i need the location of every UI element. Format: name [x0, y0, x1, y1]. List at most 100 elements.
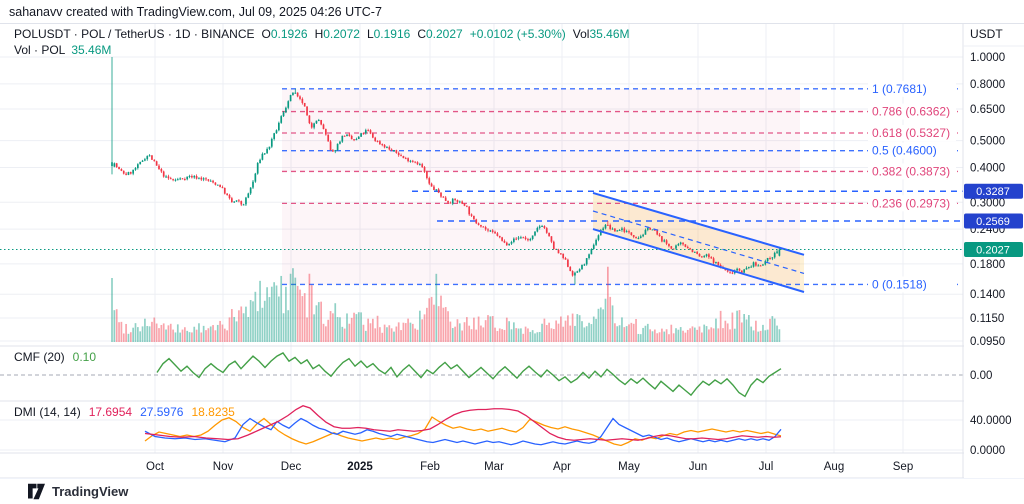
volume-bar [292, 268, 294, 342]
volume-bar [273, 282, 275, 342]
volume-bar [169, 323, 172, 342]
parallel-channel-lines[interactable] [592, 192, 805, 293]
volume-bar [308, 273, 311, 342]
price-tick-label: 0.3000 [970, 197, 1005, 209]
volume-bar [691, 326, 694, 342]
volume-bar [771, 316, 774, 342]
dmi-legend[interactable]: DMI (14, 14) 17.6954 27.5976 18.8235 [14, 406, 235, 419]
cmf-line[interactable] [156, 352, 782, 398]
volume-bar [400, 330, 402, 342]
volume-bar [726, 323, 729, 342]
volume-bar [325, 326, 327, 342]
volume-bar [289, 273, 292, 342]
volume-bar [571, 313, 574, 342]
volume-bar [552, 328, 555, 342]
fib-retracement-bands[interactable] [282, 88, 800, 285]
volume-bar [397, 322, 400, 342]
volume-bar [555, 320, 557, 342]
volume-bar [440, 295, 442, 342]
volume-bar [226, 330, 228, 342]
tradingview-logo-icon[interactable] [27, 483, 46, 500]
volume-study-value: 35.46M [71, 43, 112, 57]
cmf-pane[interactable] [0, 352, 963, 398]
symbol-legend[interactable]: POLUSDT · POL / TetherUS · 1D · BINANCE O… [14, 28, 630, 57]
volume-bar [332, 313, 334, 342]
dmi-plus-di-line[interactable] [144, 417, 782, 446]
volume-bar [315, 305, 318, 342]
volume-bar [263, 300, 266, 342]
volume-bar [623, 327, 626, 342]
volume-bar [482, 327, 485, 342]
volume-bar [520, 328, 522, 342]
volume-bar [256, 311, 259, 342]
ohlc-high: H0.2072 [314, 27, 360, 41]
volume-bar [125, 323, 127, 342]
volume-bar [661, 328, 663, 342]
volume-bar [696, 329, 698, 342]
horizontal-alert-lines[interactable] [412, 190, 963, 222]
volume-bar [510, 329, 513, 342]
volume-bar [214, 330, 217, 342]
volume-bar [543, 318, 546, 342]
volume-bar [233, 317, 236, 342]
dmi-pane[interactable] [144, 405, 782, 447]
volume-bar [120, 321, 123, 342]
footer-bar: TradingView [0, 478, 1024, 504]
volume-bar [285, 286, 287, 342]
month-label: Nov [213, 461, 234, 473]
volume-readout: Vol35.46M [572, 27, 630, 41]
volume-bar [303, 293, 306, 342]
volume-bar [144, 318, 146, 342]
tradingview-brand[interactable]: TradingView [52, 484, 129, 499]
volume-bar [341, 326, 344, 342]
volume-bar [411, 323, 414, 342]
time-axis[interactable]: Oct Nov Dec 2025 Feb Mar Apr May Jun Jul Aug Sep [146, 461, 913, 473]
volume-bar [348, 323, 351, 342]
price-tick-label: 0.1400 [970, 289, 1005, 301]
volume-bar [630, 322, 633, 342]
price-tick-label: 0.8000 [970, 79, 1005, 91]
volume-legend-row[interactable]: Vol · POL 35.46M [14, 44, 630, 57]
volume-bar [350, 317, 353, 342]
volume-bar [562, 326, 565, 342]
dmi-tick-label: 40.0000 [970, 415, 1012, 427]
volume-bar [167, 325, 170, 342]
volume-bar [259, 280, 261, 342]
volume-bar [320, 301, 322, 342]
price-axis[interactable]: USDT 1.0000 0.8000 0.6500 0.5000 0.4000 0.3000… [962, 24, 1024, 478]
change-value: +0.0102 (+5.30%) [469, 27, 566, 41]
volume-bar [731, 312, 734, 342]
dmi-adx-line[interactable] [144, 405, 782, 441]
volume-bar [280, 275, 283, 342]
volume-bar [477, 316, 480, 342]
dmi-minus-di-line[interactable] [144, 416, 782, 447]
volume-bar [172, 329, 174, 342]
volume-bar [339, 317, 341, 342]
volume-bar [489, 316, 492, 342]
volume-bar [703, 324, 706, 342]
volume-bar [513, 322, 515, 342]
volume-bar [590, 324, 593, 342]
symbol-title[interactable]: POLUSDT · POL / TetherUS · 1D · BINANCE [14, 27, 255, 41]
volume-bar [609, 296, 612, 342]
volume-bar [306, 317, 308, 342]
volume-bar [165, 329, 167, 342]
volume-bar [717, 328, 720, 342]
volume-bar [139, 331, 142, 342]
volume-bar [475, 329, 478, 342]
volume-bar [748, 315, 750, 342]
volume-series[interactable] [111, 266, 781, 342]
volume-bar [649, 329, 651, 342]
volume-bar [322, 323, 325, 342]
volume-bar [778, 329, 781, 342]
volume-bar [407, 318, 409, 342]
month-label: Oct [146, 461, 165, 473]
price-tick-label: 0.1800 [970, 259, 1005, 271]
volume-bar [402, 322, 405, 342]
price-tick-label: 0.4000 [970, 163, 1005, 175]
volume-bar [693, 327, 696, 342]
cmf-legend[interactable]: CMF (20) 0.10 [14, 351, 96, 364]
fib-band [282, 203, 800, 285]
volume-bar [296, 285, 299, 342]
